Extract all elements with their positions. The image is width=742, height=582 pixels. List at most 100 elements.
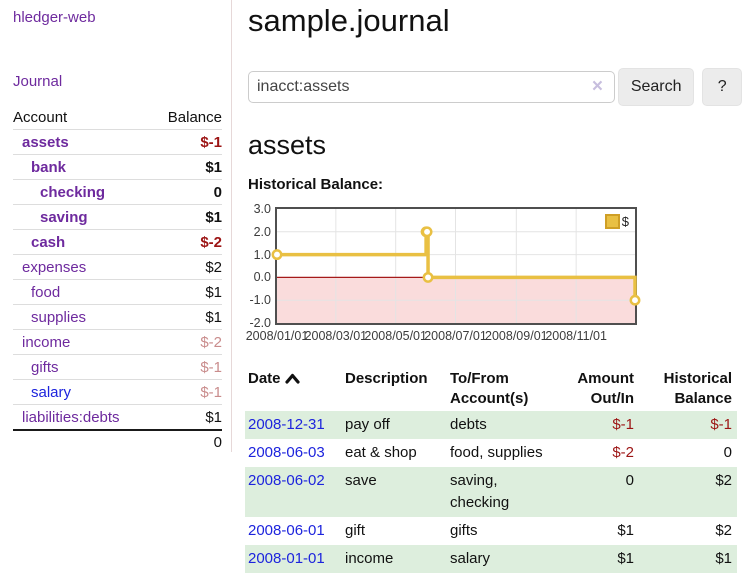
register-table: Date Description To/From Account(s) Amou…	[245, 367, 737, 573]
account-row: gifts $-1	[13, 355, 222, 380]
x-tick-label: 2008/01/01	[245, 329, 309, 343]
account-row: bank $1	[13, 155, 222, 180]
account-link[interactable]: saving	[40, 208, 88, 226]
register-header-row: Date Description To/From Account(s) Amou…	[245, 367, 737, 411]
account-link[interactable]: expenses	[22, 258, 87, 276]
register-row: 2008-06-03 eat & shop food, supplies $-2…	[245, 439, 737, 467]
register-accounts: saving, checking	[450, 472, 510, 511]
accounts-header-balance: Balance	[167, 108, 222, 126]
x-tick-label: 2008/09/01	[485, 329, 548, 343]
accounts-table: Account Balance assets $-1 bank $1 check…	[13, 105, 222, 455]
register-accounts: debts	[450, 416, 487, 433]
search-box: ×	[248, 71, 615, 103]
register-amount: 0	[625, 472, 634, 489]
register-accounts: gifts	[450, 522, 478, 539]
account-row: assets $-1	[13, 130, 222, 155]
register-header-amount: Amount Out/In	[577, 370, 634, 407]
register-amount: $1	[617, 550, 634, 567]
account-balance: $-2	[200, 333, 222, 351]
account-balance: $-2	[200, 233, 222, 251]
main-content: sample.journal × Search ? assets Histori…	[245, 0, 742, 573]
register-amount: $-2	[612, 444, 634, 461]
sort-ascending-icon	[284, 373, 300, 384]
register-description: eat & shop	[345, 444, 417, 461]
register-description: income	[345, 550, 394, 567]
y-tick-label: -1.0	[249, 293, 271, 308]
page-title: sample.journal	[248, 3, 450, 38]
sidebar: hledger-web Journal Account Balance asse…	[0, 0, 232, 452]
search-form: × Search ?	[248, 68, 742, 106]
register-header-balance: Historical Balance	[663, 370, 732, 407]
account-row: liabilities:debts $1	[13, 405, 222, 429]
x-tick-label: 2008/03/01	[304, 329, 368, 343]
help-button[interactable]: ?	[702, 68, 742, 106]
x-tick-label: 2008/11/01	[545, 329, 607, 343]
register-accounts: salary	[450, 550, 491, 567]
register-row: 2008-01-01 income salary $1 $1	[245, 545, 737, 573]
x-tick-label: 2008/05/01	[364, 329, 427, 343]
sidebar-item-journal[interactable]: Journal	[13, 73, 63, 90]
register-date-link[interactable]: 2008-06-03	[248, 444, 325, 461]
account-balance: $2	[205, 258, 222, 276]
balance-chart-plot[interactable]: $	[271, 207, 641, 325]
account-link[interactable]: assets	[22, 133, 69, 151]
search-input[interactable]	[248, 71, 615, 103]
account-row: food $1	[13, 280, 222, 305]
accounts-rows: assets $-1 bank $1 checking 0 saving $1 …	[13, 130, 222, 429]
account-link[interactable]: food	[31, 283, 61, 301]
account-row: salary $-1	[13, 380, 222, 405]
account-link[interactable]: cash	[31, 233, 66, 251]
register-accounts: food, supplies	[450, 444, 543, 461]
brand-link[interactable]: hledger-web	[13, 9, 96, 26]
account-balance: $1	[205, 283, 222, 301]
register-date-link[interactable]: 2008-06-02	[248, 472, 325, 489]
account-row: supplies $1	[13, 305, 222, 330]
y-tick-label: 1.0	[253, 247, 271, 262]
y-tick-label: -2.0	[249, 316, 271, 330]
account-balance: $-1	[200, 383, 222, 401]
account-balance: $-1	[200, 133, 222, 151]
historical-balance-chart: $ 3.0 2.0 1.0 0.0 -1.0 -2.0 2008/01/01 2008/03…	[245, 199, 742, 347]
accounts-table-header: Account Balance	[13, 105, 222, 130]
register-date-link[interactable]: 2008-01-01	[248, 550, 325, 567]
register-description: save	[345, 472, 377, 489]
account-link[interactable]: income	[22, 333, 71, 351]
register-header-date[interactable]: Date	[245, 367, 342, 411]
account-balance: $-1	[200, 358, 222, 376]
register-balance: $2	[715, 522, 732, 539]
account-balance: $1	[205, 158, 222, 176]
account-link[interactable]: gifts	[31, 358, 59, 376]
register-date-link[interactable]: 2008-06-01	[248, 522, 325, 539]
register-balance: $1	[715, 550, 732, 567]
account-row: cash $-2	[13, 230, 222, 255]
account-link[interactable]: salary	[31, 383, 72, 401]
register-amount: $-1	[612, 416, 634, 433]
account-link[interactable]: supplies	[31, 308, 87, 326]
y-tick-label: 0.0	[253, 270, 271, 285]
register-row: 2008-06-01 gift gifts $1 $2	[245, 517, 737, 545]
register-amount: $1	[617, 522, 634, 539]
register-date-link[interactable]: 2008-12-31	[248, 416, 325, 433]
register-row: 2008-12-31 pay off debts $-1 $-1	[245, 411, 737, 439]
accounts-header-account: Account	[13, 108, 68, 126]
register-balance: 0	[723, 444, 732, 461]
account-balance: 0	[213, 183, 222, 201]
register-description: gift	[345, 522, 366, 539]
account-link[interactable]: liabilities:debts	[22, 408, 120, 426]
x-tick-label: 2008/07/01	[424, 329, 487, 343]
account-balance: $1	[205, 308, 222, 326]
account-row: income $-2	[13, 330, 222, 355]
register-header-description: Description	[345, 370, 428, 387]
account-row: checking 0	[13, 180, 222, 205]
account-row: saving $1	[13, 205, 222, 230]
account-link[interactable]: checking	[40, 183, 106, 201]
account-balance: $1	[205, 408, 222, 426]
register-balance: $2	[715, 472, 732, 489]
chart-section-label: Historical Balance:	[248, 176, 384, 193]
y-tick-label: 2.0	[253, 224, 271, 239]
accounts-total: 0	[13, 429, 222, 455]
search-button[interactable]: Search	[618, 68, 695, 106]
account-link[interactable]: bank	[31, 158, 67, 176]
clear-search-icon[interactable]: ×	[591, 76, 603, 97]
legend-swatch-icon	[604, 214, 620, 229]
